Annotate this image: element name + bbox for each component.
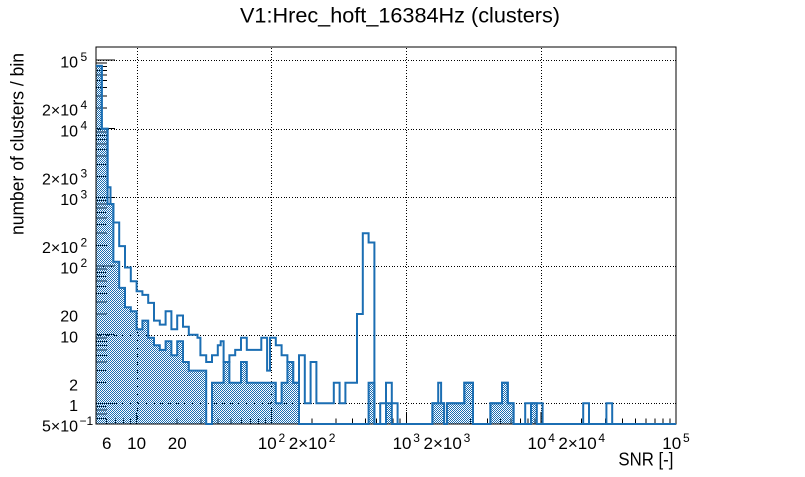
- svg-text:3: 3: [81, 187, 88, 201]
- svg-text:6: 6: [102, 434, 111, 453]
- svg-text:V1:Hrec_hoft_16384Hz (clusters: V1:Hrec_hoft_16384Hz (clusters): [240, 4, 560, 28]
- svg-text:5: 5: [81, 50, 88, 64]
- svg-text:2×10: 2×10: [42, 240, 78, 257]
- svg-text:20: 20: [60, 309, 78, 326]
- svg-text:10: 10: [60, 261, 78, 278]
- svg-text:2×10: 2×10: [424, 434, 462, 453]
- svg-text:10: 10: [393, 434, 412, 453]
- svg-text:2×10: 2×10: [289, 434, 327, 453]
- svg-text:2×10: 2×10: [42, 171, 78, 188]
- svg-text:−1: −1: [80, 414, 94, 428]
- svg-text:5: 5: [683, 431, 690, 445]
- svg-text:20: 20: [168, 434, 187, 453]
- svg-text:10: 10: [662, 434, 681, 453]
- svg-text:number of clusters / bin: number of clusters / bin: [8, 53, 28, 235]
- svg-text:4: 4: [81, 98, 88, 112]
- svg-text:2: 2: [81, 235, 88, 249]
- svg-text:2×10: 2×10: [42, 103, 78, 120]
- svg-text:2: 2: [69, 377, 78, 394]
- svg-text:3: 3: [413, 431, 420, 445]
- svg-text:10: 10: [60, 329, 78, 346]
- svg-text:10: 10: [60, 192, 78, 209]
- svg-text:4: 4: [81, 119, 88, 133]
- svg-text:2: 2: [81, 256, 88, 270]
- svg-text:10: 10: [258, 434, 277, 453]
- svg-text:10: 10: [127, 434, 146, 453]
- svg-text:SNR [-]: SNR [-]: [618, 448, 673, 469]
- svg-text:3: 3: [81, 167, 88, 181]
- svg-text:4: 4: [548, 431, 555, 445]
- svg-text:10: 10: [60, 123, 78, 140]
- svg-text:5×10: 5×10: [42, 419, 78, 436]
- svg-text:10: 10: [60, 55, 78, 72]
- svg-text:10: 10: [528, 434, 547, 453]
- svg-text:2×10: 2×10: [558, 434, 596, 453]
- svg-text:2: 2: [329, 431, 336, 445]
- svg-text:2: 2: [279, 431, 286, 445]
- svg-text:3: 3: [464, 431, 471, 445]
- svg-text:1: 1: [69, 398, 78, 415]
- svg-text:4: 4: [598, 431, 605, 445]
